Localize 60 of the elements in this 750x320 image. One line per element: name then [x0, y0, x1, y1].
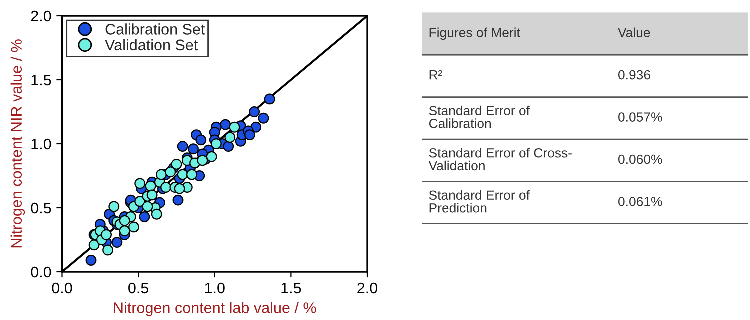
text: Figures of Merit [430, 28, 520, 40]
x-tick-label: 0.0 [52, 282, 72, 294]
x-tick-label: 1.5 [282, 282, 302, 294]
text: Standard Error of Cross- Validation [428, 148, 572, 171]
point [249, 106, 260, 118]
point [186, 169, 198, 180]
point [174, 183, 186, 194]
text: Standard Error of Calibration [429, 106, 530, 128]
point [102, 244, 114, 256]
point [88, 240, 100, 251]
point [112, 237, 123, 248]
point [229, 122, 240, 133]
y-tick-label: 1.5 [32, 75, 52, 86]
x-tick-label: 1.0 [205, 282, 225, 294]
point [264, 94, 276, 105]
point [86, 255, 97, 266]
point [177, 141, 188, 152]
point [146, 190, 158, 201]
point [196, 134, 207, 146]
point [172, 194, 184, 206]
point [101, 229, 112, 240]
y-tick-label: 1.0 [32, 138, 52, 150]
point [165, 166, 176, 178]
point [171, 159, 182, 170]
point [108, 201, 120, 212]
y-tick-label: 2.0 [31, 10, 52, 22]
point [206, 151, 218, 162]
text: 0.061% [618, 197, 662, 206]
text: 0.057% [618, 112, 662, 122]
text: 0.060% [618, 154, 662, 164]
point [151, 208, 162, 220]
x-axis-title: Nitrogen content lab value / % [114, 302, 316, 316]
point [160, 182, 172, 193]
point [119, 226, 130, 237]
point [224, 132, 236, 144]
y-axis-title: Nitrogen content NIR value / % [10, 40, 26, 248]
point [139, 211, 150, 222]
point [119, 215, 130, 226]
point [197, 155, 208, 166]
point [210, 138, 222, 150]
point [134, 178, 146, 190]
y-tick-label: 0.5 [31, 202, 52, 214]
x-tick-label: 2.0 [358, 282, 378, 294]
point [244, 130, 256, 141]
text: R² [430, 70, 442, 80]
point [128, 222, 140, 233]
text: Value [618, 28, 650, 38]
legend-label: Validation Set [105, 39, 198, 51]
legend-label: Calibration Set [106, 24, 206, 35]
point [142, 201, 154, 212]
point [258, 112, 270, 124]
x-tick-label: 0.5 [128, 282, 149, 294]
y-tick-label: 0.0 [31, 266, 52, 278]
point [145, 180, 156, 192]
point [223, 141, 234, 152]
point [156, 169, 167, 180]
text: Standard Error of Prediction [429, 190, 530, 213]
text: 0.936 [618, 70, 650, 80]
point [188, 144, 199, 155]
point [177, 169, 188, 180]
